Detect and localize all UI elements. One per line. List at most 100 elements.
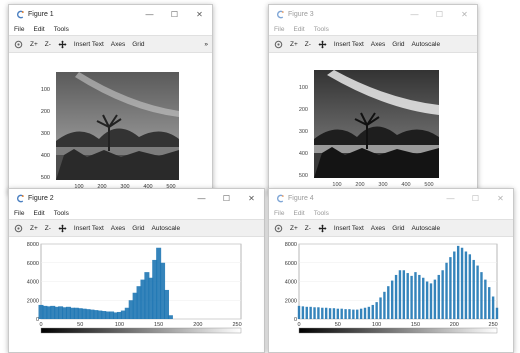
rotate-button[interactable] [274,40,283,49]
zoom-out-button[interactable]: Z- [44,40,51,48]
grid-button[interactable]: Grid [132,40,145,48]
figure1-titlebar[interactable]: Figure 1 — ☐ ✕ [9,5,212,23]
x-tick-label: 50 [335,322,341,328]
histogram-bar [85,309,91,319]
pan-button[interactable] [58,223,67,233]
figure1-window[interactable]: Figure 1 — ☐ ✕ File Edit Tools Z+ Z- Ins… [8,4,213,194]
menu-edit[interactable]: Edit [33,209,45,217]
menu-file[interactable]: File [14,25,25,33]
insert-text-button[interactable]: Insert Text [333,224,364,232]
x-tick-label: 200 [450,322,459,328]
zoom-in-button[interactable]: Z+ [290,224,298,232]
x-tick-label: 0 [297,322,300,328]
figure3-titlebar[interactable]: Figure 3 — ☐ ✕ [269,5,477,23]
zoom-in-button[interactable]: Z+ [290,40,298,48]
histogram-bar [120,310,126,319]
insert-text-button[interactable]: Insert Text [73,224,104,232]
menu-tools[interactable]: Tools [53,209,69,217]
pan-button[interactable] [318,223,327,233]
pan-icon [58,223,67,233]
menu-file[interactable]: File [14,209,25,217]
menu-file[interactable]: File [274,209,285,217]
histogram-bar [163,289,169,319]
figure2-titlebar[interactable]: Figure 2 — ☐ ✕ [9,189,264,207]
menu-tools[interactable]: Tools [313,209,329,217]
close-button[interactable]: ✕ [461,9,468,19]
grid-button[interactable]: Grid [132,224,145,232]
insert-text-button[interactable]: Insert Text [73,40,104,48]
close-button[interactable]: ✕ [248,193,255,203]
x-tick-label: 200 [193,322,202,328]
rotate-button[interactable] [14,224,23,233]
figure2-histogram-chart: 0 2000 4000 6000 8000 0 50 100 150 200 250 [27,242,242,334]
figure4-title: Figure 4 [288,194,314,202]
maximize-button[interactable]: ☐ [170,9,179,19]
histogram-bar [488,287,491,319]
rotate-button[interactable] [274,224,283,233]
menu-file[interactable]: File [274,25,285,33]
axes-button[interactable]: Axes [110,224,126,232]
menu-tools[interactable]: Tools [313,25,329,33]
figure4-histogram-chart: 0 2000 4000 6000 8000 0 50 100 150 200 250 [285,242,499,334]
minimize-button[interactable]: — [410,9,419,19]
minimize-button[interactable]: — [197,193,206,203]
axes-button[interactable]: Axes [110,40,126,48]
zoom-in-button[interactable]: Z+ [30,224,38,232]
rotate-button[interactable] [14,40,23,49]
pan-button[interactable] [318,39,327,49]
histogram-bar [472,259,475,319]
figure1-title: Figure 1 [28,10,54,18]
close-button[interactable]: ✕ [497,193,504,203]
insert-text-button[interactable]: Insert Text [333,40,364,48]
zoom-out-button[interactable]: Z- [44,224,51,232]
grid-button[interactable]: Grid [392,224,405,232]
axes-button[interactable]: Axes [370,40,386,48]
histogram-bar [468,254,472,319]
histogram-bar [390,280,394,319]
figure1-y-tick: 200 [41,109,50,115]
figure3-window[interactable]: Figure 3 — ☐ ✕ File Edit Tools Z+ Z- Ins… [268,4,478,194]
maximize-button[interactable]: ☐ [435,9,444,19]
menu-edit[interactable]: Edit [293,25,305,33]
y-tick-label: 6000 [27,261,39,267]
figure3-image-axes: 100 200 300 400 500 100 200 300 400 500 [299,70,439,188]
x-tick-label: 150 [411,322,420,328]
histogram-bar [367,306,371,319]
toolbar-overflow-button[interactable]: » [204,40,208,48]
minimize-button[interactable]: — [446,193,455,203]
zoom-in-button[interactable]: Z+ [30,40,38,48]
zoom-out-button[interactable]: Z- [304,40,311,48]
menu-tools[interactable]: Tools [53,25,69,33]
histogram-bar [42,305,48,319]
minimize-button[interactable]: — [145,9,154,19]
histogram-bar [387,286,390,319]
histogram-bar [359,308,363,319]
maximize-button[interactable]: ☐ [471,193,480,203]
zoom-out-button[interactable]: Z- [304,224,311,232]
close-button[interactable]: ✕ [196,9,203,19]
autoscale-button[interactable]: Autoscale [411,224,441,232]
histogram-bar [476,265,479,319]
x-tick-label: 250 [489,322,498,328]
figure3-y-tick: 400 [299,151,308,157]
histogram-bar [148,277,154,319]
figure2-window[interactable]: Figure 2 — ☐ ✕ File Edit Tools Z+ Z- Ins… [8,188,265,353]
rotate-icon [14,224,23,232]
autoscale-button[interactable]: Autoscale [151,224,181,232]
histogram-bar [324,307,328,319]
grid-button[interactable]: Grid [392,40,405,48]
maximize-button[interactable]: ☐ [222,193,231,203]
pan-button[interactable] [58,39,67,49]
figure4-titlebar[interactable]: Figure 4 — ☐ ✕ [269,189,513,207]
histogram-bar [46,306,52,319]
menu-edit[interactable]: Edit [33,25,45,33]
figure3-y-tick: 300 [299,129,308,135]
figure4-window[interactable]: Figure 4 — ☐ ✕ File Edit Tools Z+ Z- Ins… [268,188,514,353]
histogram-bar [69,307,75,319]
menu-edit[interactable]: Edit [293,209,305,217]
figure3-y-ticks: 100 200 300 400 500 [299,85,308,179]
y-tick-label: 2000 [27,298,39,304]
figure1-x-tick: 400 [143,184,152,190]
axes-button[interactable]: Axes [370,224,386,232]
autoscale-button[interactable]: Autoscale [411,40,441,48]
